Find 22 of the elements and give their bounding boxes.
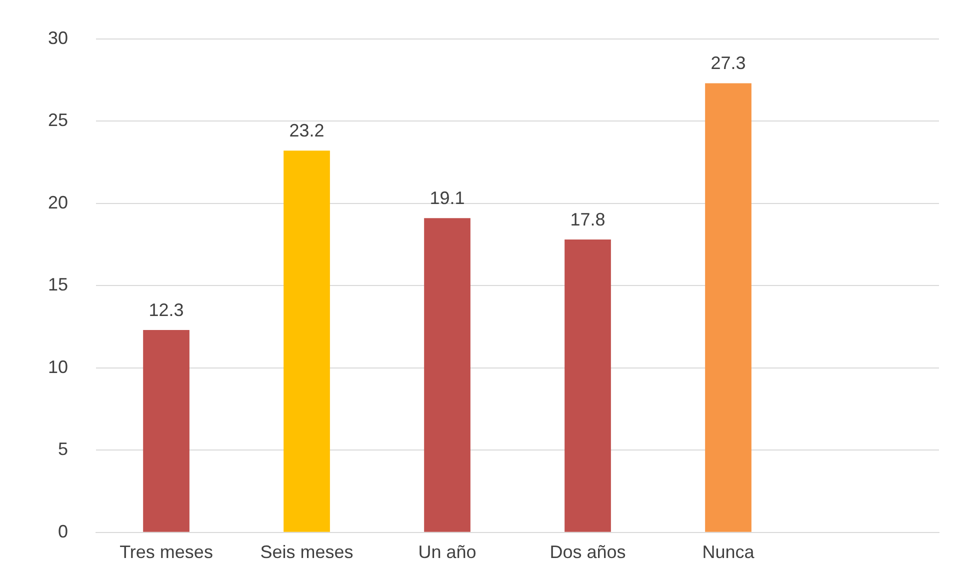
x-tick-label: Tres meses	[120, 542, 213, 562]
y-tick-label: 30	[48, 28, 68, 48]
data-label: 27.3	[710, 53, 746, 74]
bar	[705, 83, 752, 532]
x-tick-label: Un año	[418, 542, 476, 562]
y-tick-label: 10	[48, 356, 68, 377]
y-tick-label: 20	[48, 192, 68, 212]
data-label: 12.3	[148, 300, 184, 320]
bar	[143, 330, 190, 532]
data-label: 17.8	[570, 210, 606, 230]
bar	[424, 218, 470, 532]
y-tick-label: 25	[48, 110, 68, 130]
y-tick-label: 15	[48, 274, 68, 295]
x-tick-label: Dos años	[550, 542, 626, 562]
bar	[564, 240, 611, 532]
data-label: 23.2	[289, 120, 324, 141]
y-tick-label: 5	[58, 439, 68, 460]
x-tick-label: Nunca	[702, 542, 756, 562]
data-label: 19.1	[430, 188, 465, 208]
bar	[284, 150, 330, 532]
x-tick-label: Seis meses	[260, 542, 354, 562]
y-tick-label: 0	[58, 521, 68, 542]
